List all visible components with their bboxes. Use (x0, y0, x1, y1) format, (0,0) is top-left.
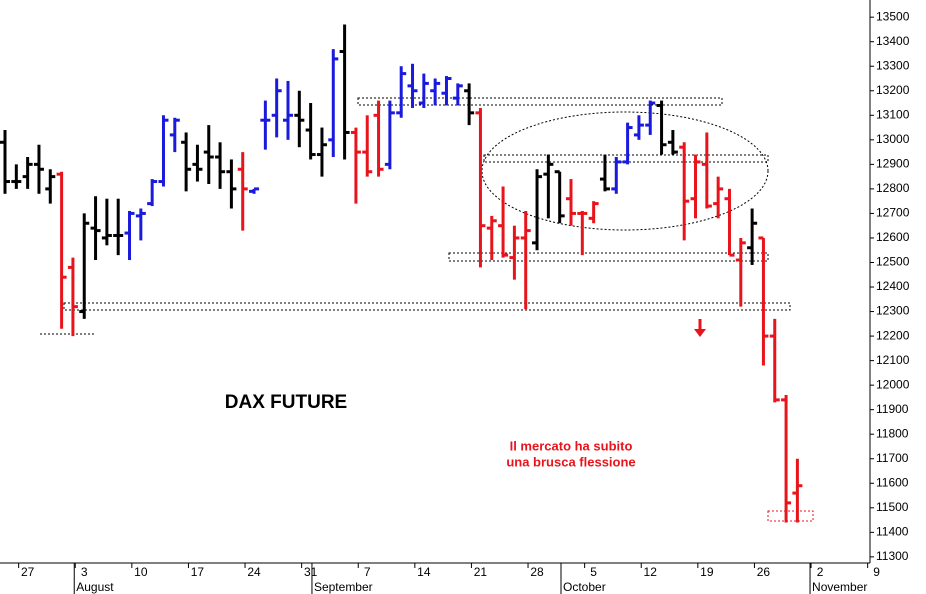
x-tick-label: 31 (304, 565, 318, 579)
pattern-ellipse (481, 111, 769, 231)
month-label: September (314, 580, 373, 594)
x-tick-label: 2 (817, 565, 824, 579)
y-tick-label: 13500 (876, 9, 910, 23)
y-tick-label: 12700 (876, 206, 910, 220)
annotation: una brusca flessione (506, 454, 635, 469)
x-tick-label: 3 (81, 565, 88, 579)
y-tick-label: 12300 (876, 304, 910, 318)
support-band (63, 302, 791, 311)
y-tick-label: 12100 (876, 353, 910, 367)
x-tick-label: 24 (247, 565, 261, 579)
y-tick-label: 12900 (876, 157, 910, 171)
y-tick-label: 12200 (876, 328, 910, 342)
y-tick-label: 12600 (876, 230, 910, 244)
down-arrow (694, 319, 706, 337)
y-tick-label: 12500 (876, 255, 910, 269)
x-tick-label: 7 (364, 565, 371, 579)
y-tick-label: 13300 (876, 58, 910, 72)
y-tick-label: 11500 (876, 500, 909, 514)
y-tick-label: 11400 (876, 525, 909, 539)
x-tick-label: 17 (191, 565, 205, 579)
x-tick-label: 12 (644, 565, 658, 579)
y-tick-label: 11600 (876, 475, 909, 489)
annotation: Il mercato ha subito (510, 438, 633, 453)
month-label: October (563, 580, 606, 594)
y-tick-label: 13200 (876, 83, 910, 97)
y-tick-label: 11800 (876, 426, 909, 440)
support-band (448, 252, 769, 262)
x-tick-label: 27 (21, 565, 35, 579)
y-tick-label: 11900 (876, 402, 909, 416)
resistance-band (357, 97, 723, 106)
y-tick-label: 12800 (876, 181, 910, 195)
chart-title: DAX FUTURE (225, 392, 347, 413)
month-label: August (76, 580, 114, 594)
x-tick-label: 21 (474, 565, 488, 579)
x-tick-label: 14 (417, 565, 431, 579)
x-tick-label: 10 (134, 565, 148, 579)
y-tick-label: 11300 (876, 549, 909, 563)
x-tick-label: 5 (590, 565, 597, 579)
y-tick-label: 12400 (876, 279, 910, 293)
y-tick-label: 13100 (876, 107, 910, 121)
x-tick-label: 26 (757, 565, 771, 579)
x-tick-label: 9 (873, 565, 880, 579)
x-tick-label: 28 (530, 565, 544, 579)
month-label: November (812, 580, 867, 594)
y-tick-label: 12000 (876, 377, 910, 391)
y-tick-label: 13000 (876, 132, 910, 146)
y-tick-label: 11700 (876, 451, 909, 465)
y-tick-label: 13400 (876, 34, 910, 48)
x-tick-label: 19 (700, 565, 714, 579)
target-box (767, 510, 814, 522)
